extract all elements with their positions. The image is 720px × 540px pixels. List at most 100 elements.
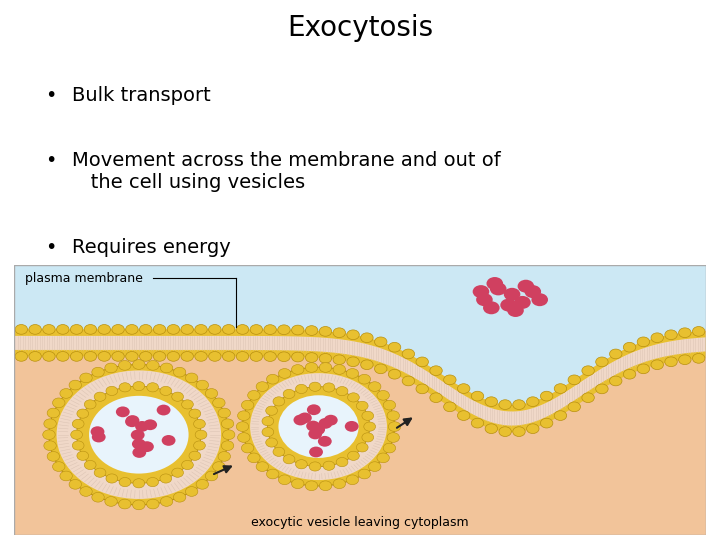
Circle shape [387,411,400,421]
Circle shape [273,397,284,406]
Circle shape [53,398,65,408]
Circle shape [119,477,131,487]
Circle shape [53,462,65,471]
Circle shape [89,396,189,474]
Circle shape [172,392,184,401]
Circle shape [147,477,158,487]
Circle shape [92,492,104,502]
Circle shape [133,478,145,488]
Circle shape [318,418,333,429]
Polygon shape [14,265,706,405]
Circle shape [651,333,663,342]
Circle shape [205,471,217,481]
Circle shape [526,424,539,434]
Circle shape [637,364,649,374]
Circle shape [57,370,221,499]
Circle shape [323,383,335,392]
Circle shape [320,362,332,372]
Text: Requires energy: Requires energy [72,238,230,256]
Circle shape [195,352,207,361]
Circle shape [212,462,225,471]
Circle shape [298,413,312,423]
Circle shape [377,453,390,463]
Circle shape [194,419,205,428]
Circle shape [266,469,279,479]
Circle shape [266,374,279,384]
Circle shape [383,443,396,453]
Circle shape [323,461,335,470]
Circle shape [504,288,521,301]
Circle shape [174,492,186,502]
Circle shape [221,419,234,429]
Circle shape [305,362,318,372]
Circle shape [292,325,304,335]
Circle shape [222,325,235,334]
Text: •: • [45,238,56,256]
Circle shape [665,357,678,367]
Circle shape [44,419,56,429]
Circle shape [236,325,248,334]
Circle shape [388,369,401,379]
Circle shape [347,330,359,340]
Circle shape [218,408,230,418]
Circle shape [309,462,321,471]
Circle shape [513,400,525,409]
Circle shape [60,471,72,481]
Circle shape [119,361,131,370]
Circle shape [209,352,221,361]
Circle shape [243,367,395,486]
Circle shape [126,352,138,361]
Circle shape [161,363,173,373]
Circle shape [218,451,230,461]
Circle shape [311,424,325,435]
Circle shape [98,352,110,361]
Circle shape [248,390,260,400]
Circle shape [472,418,484,428]
Circle shape [221,441,234,450]
Circle shape [186,487,198,496]
Circle shape [194,441,205,450]
Circle shape [132,438,145,449]
Circle shape [15,352,27,361]
Circle shape [514,296,531,309]
Circle shape [369,462,381,471]
Circle shape [568,402,580,411]
Circle shape [106,386,117,395]
Text: exocytic vesicle leaving cytoplasm: exocytic vesicle leaving cytoplasm [251,516,469,529]
Circle shape [319,354,332,363]
Circle shape [267,387,369,467]
Circle shape [105,497,117,507]
Polygon shape [14,329,706,432]
Circle shape [292,364,304,374]
Circle shape [76,386,201,483]
Circle shape [374,364,387,374]
Circle shape [309,447,323,457]
Circle shape [333,328,346,338]
Circle shape [80,487,92,496]
Circle shape [476,293,492,306]
Circle shape [518,280,534,293]
Circle shape [132,360,145,369]
Circle shape [119,499,131,509]
Circle shape [132,447,146,458]
Circle shape [172,468,184,477]
Circle shape [500,299,517,312]
Circle shape [693,354,705,363]
Circle shape [554,411,567,421]
Circle shape [651,360,663,369]
Circle shape [369,382,381,392]
Circle shape [147,383,158,392]
Circle shape [693,327,705,336]
Circle shape [387,433,400,442]
Circle shape [346,369,359,379]
Circle shape [181,400,194,409]
Circle shape [94,468,106,477]
Circle shape [610,376,622,386]
Circle shape [236,352,248,361]
Circle shape [140,441,154,452]
Circle shape [153,352,166,361]
Circle shape [485,424,498,434]
Circle shape [306,421,320,431]
Circle shape [324,415,338,426]
Circle shape [554,384,567,394]
